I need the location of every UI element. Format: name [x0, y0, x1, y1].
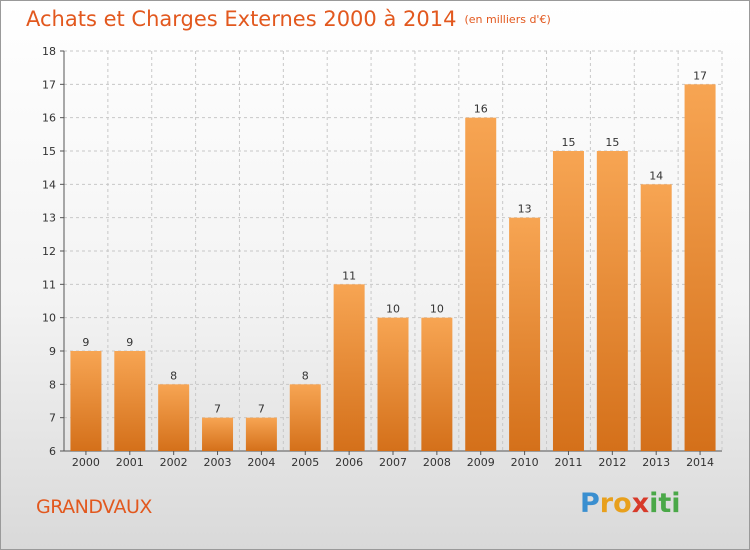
bar: [421, 317, 453, 451]
bar-value-label: 14: [649, 169, 663, 182]
y-tick-label: 7: [49, 412, 56, 425]
bar: [245, 417, 277, 451]
x-tick-label: 2012: [598, 456, 626, 469]
bar: [596, 151, 628, 451]
logo-letter: r: [599, 488, 614, 519]
x-tick-label: 2006: [335, 456, 363, 469]
bar-value-label: 13: [518, 203, 532, 216]
x-tick-label: 2013: [642, 456, 670, 469]
y-tick-label: 11: [42, 278, 56, 291]
y-tick-label: 12: [42, 245, 56, 258]
bar: [684, 84, 716, 451]
bar-value-label: 15: [605, 136, 619, 149]
x-tick-label: 2008: [423, 456, 451, 469]
y-tick-label: 9: [49, 345, 56, 358]
y-tick-label: 16: [42, 112, 56, 125]
bar-value-label: 17: [693, 69, 707, 82]
x-tick-label: 2011: [554, 456, 582, 469]
bar: [114, 351, 146, 451]
x-tick-label: 2000: [72, 456, 100, 469]
bar: [333, 284, 365, 451]
chart-title: Achats et Charges Externes 2000 à 2014 (e…: [26, 7, 551, 31]
logo-letter: i: [649, 488, 659, 519]
bar-value-label: 10: [430, 303, 444, 316]
y-tick-label: 8: [49, 378, 56, 391]
y-tick-label: 18: [42, 45, 56, 58]
bars: [70, 84, 716, 452]
labels: 9 9 8 7 7 8 11 10 10 16 13 15 15 14 17: [82, 69, 707, 415]
x-tick-label: 2014: [686, 456, 714, 469]
logo-letter: t: [658, 488, 672, 519]
bar-value-label: 11: [342, 269, 356, 282]
x-tick-label: 2009: [467, 456, 495, 469]
logo-letter: x: [631, 488, 650, 519]
y-tick-label: 14: [42, 178, 56, 191]
x-tick-label: 2003: [204, 456, 232, 469]
chart-subtitle: (en milliers d'€): [464, 13, 551, 26]
x-tick-label: 2002: [160, 456, 188, 469]
bar-value-label: 10: [386, 303, 400, 316]
y-tick-label: 15: [42, 145, 56, 158]
bar-value-label: 16: [474, 103, 488, 116]
bar-value-label: 9: [126, 336, 133, 349]
bar: [70, 351, 102, 451]
x-tick-label: 2001: [116, 456, 144, 469]
bar-value-label: 7: [214, 403, 221, 416]
y-tick-label: 13: [42, 212, 56, 225]
bar: [202, 417, 234, 451]
bar-value-label: 9: [82, 336, 89, 349]
bar-value-label: 8: [302, 369, 309, 382]
logo-letter: P: [580, 488, 600, 519]
y-tick-label: 6: [49, 445, 56, 458]
bar: [465, 117, 497, 452]
bar: [640, 184, 672, 452]
logo-letter: o: [613, 488, 632, 519]
bar: [552, 151, 584, 451]
proxiti-logo: Proxiti: [580, 488, 681, 519]
y-tick-label: 10: [42, 312, 56, 325]
y-tick-label: 17: [42, 78, 56, 91]
bar-value-label: 15: [561, 136, 575, 149]
x-tick-label: 2007: [379, 456, 407, 469]
bar-value-label: 7: [258, 403, 265, 416]
logo-letter: i: [671, 488, 681, 519]
x-tick-label: 2005: [291, 456, 319, 469]
bar: [158, 384, 190, 451]
bar-value-label: 8: [170, 369, 177, 382]
bar: [377, 317, 409, 451]
location-label: GRANDVAUX: [36, 496, 152, 518]
x-tick-label: 2010: [511, 456, 539, 469]
bar: [289, 384, 321, 451]
chart-title-text: Achats et Charges Externes 2000 à 2014: [26, 7, 457, 31]
x-tick-label: 2004: [247, 456, 275, 469]
bar: [509, 217, 541, 451]
